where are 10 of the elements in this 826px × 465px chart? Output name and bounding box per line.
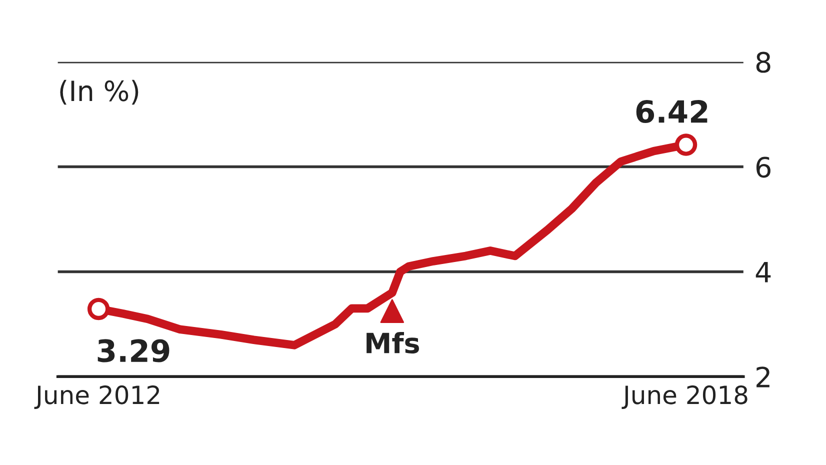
x-tick-label: June 2018 [622,385,748,409]
y-axis-title: (In %) [60,80,138,105]
annotation: Mfs [366,332,419,354]
y-tick-label: 8 [756,52,770,73]
y-tick-label: 4 [756,262,771,282]
data-label: 6.42 [636,100,708,124]
y-tick-label: 2 [756,366,770,388]
y-tick-label: 6 [756,156,770,178]
x-tick-label: June 2012 [34,385,160,409]
data-label: 3.29 [98,339,170,362]
